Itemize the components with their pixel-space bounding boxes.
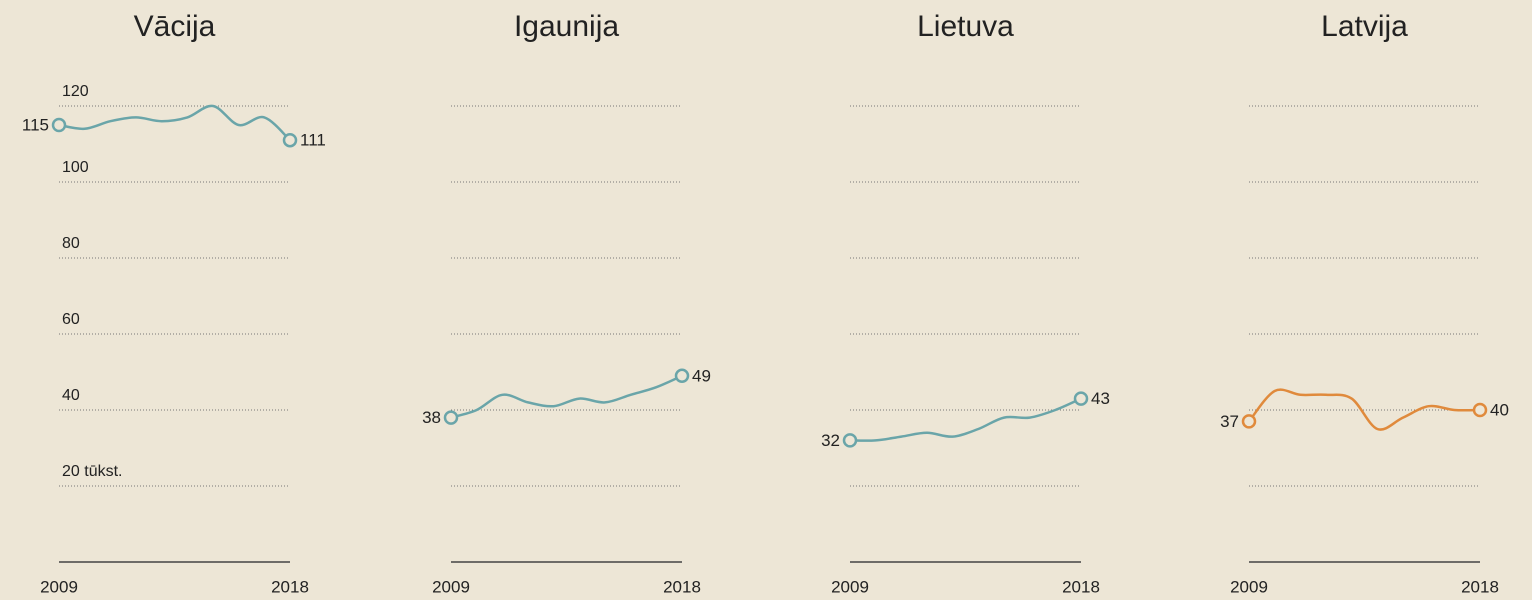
chart-title: Vācija <box>134 10 216 43</box>
y-tick-label: 40 <box>62 387 80 404</box>
end-marker <box>1472 402 1488 418</box>
x-tick-label: 2009 <box>432 577 470 596</box>
end-marker <box>51 117 67 133</box>
value-label: 40 <box>1490 400 1509 419</box>
value-label: 37 <box>1220 412 1239 431</box>
line <box>849 397 1082 442</box>
value-label: 115 <box>22 115 49 134</box>
end-marker <box>1241 414 1257 429</box>
end-marker <box>674 368 690 384</box>
chart-title: Lietuva <box>917 10 1014 43</box>
y-tick-label: 100 <box>62 159 89 176</box>
value-label: 111 <box>300 131 326 150</box>
value-label: 49 <box>692 366 711 385</box>
x-tick-label: 2018 <box>1461 577 1499 596</box>
line <box>450 374 683 419</box>
x-tick-label: 2009 <box>1230 577 1268 596</box>
y-tick-label: 60 <box>62 311 80 328</box>
chart-title: Igaunija <box>514 10 619 43</box>
x-tick-label: 2009 <box>831 577 869 596</box>
end-marker <box>282 132 298 148</box>
line <box>58 104 291 142</box>
x-tick-label: 2009 <box>40 577 78 596</box>
y-tick-label: 120 <box>62 83 89 100</box>
chart-title: Latvija <box>1321 10 1408 43</box>
end-marker <box>842 433 858 448</box>
value-label: 43 <box>1091 389 1110 408</box>
x-tick-label: 2018 <box>663 577 701 596</box>
x-tick-label: 2018 <box>271 577 309 596</box>
y-tick-label: 20 tūkst. <box>62 463 122 480</box>
x-tick-label: 2018 <box>1062 577 1100 596</box>
value-label: 32 <box>821 431 840 450</box>
line <box>1248 388 1481 431</box>
end-marker <box>443 410 459 425</box>
end-marker <box>1073 391 1089 406</box>
value-label: 38 <box>422 408 441 427</box>
y-tick-label: 80 <box>62 235 80 252</box>
